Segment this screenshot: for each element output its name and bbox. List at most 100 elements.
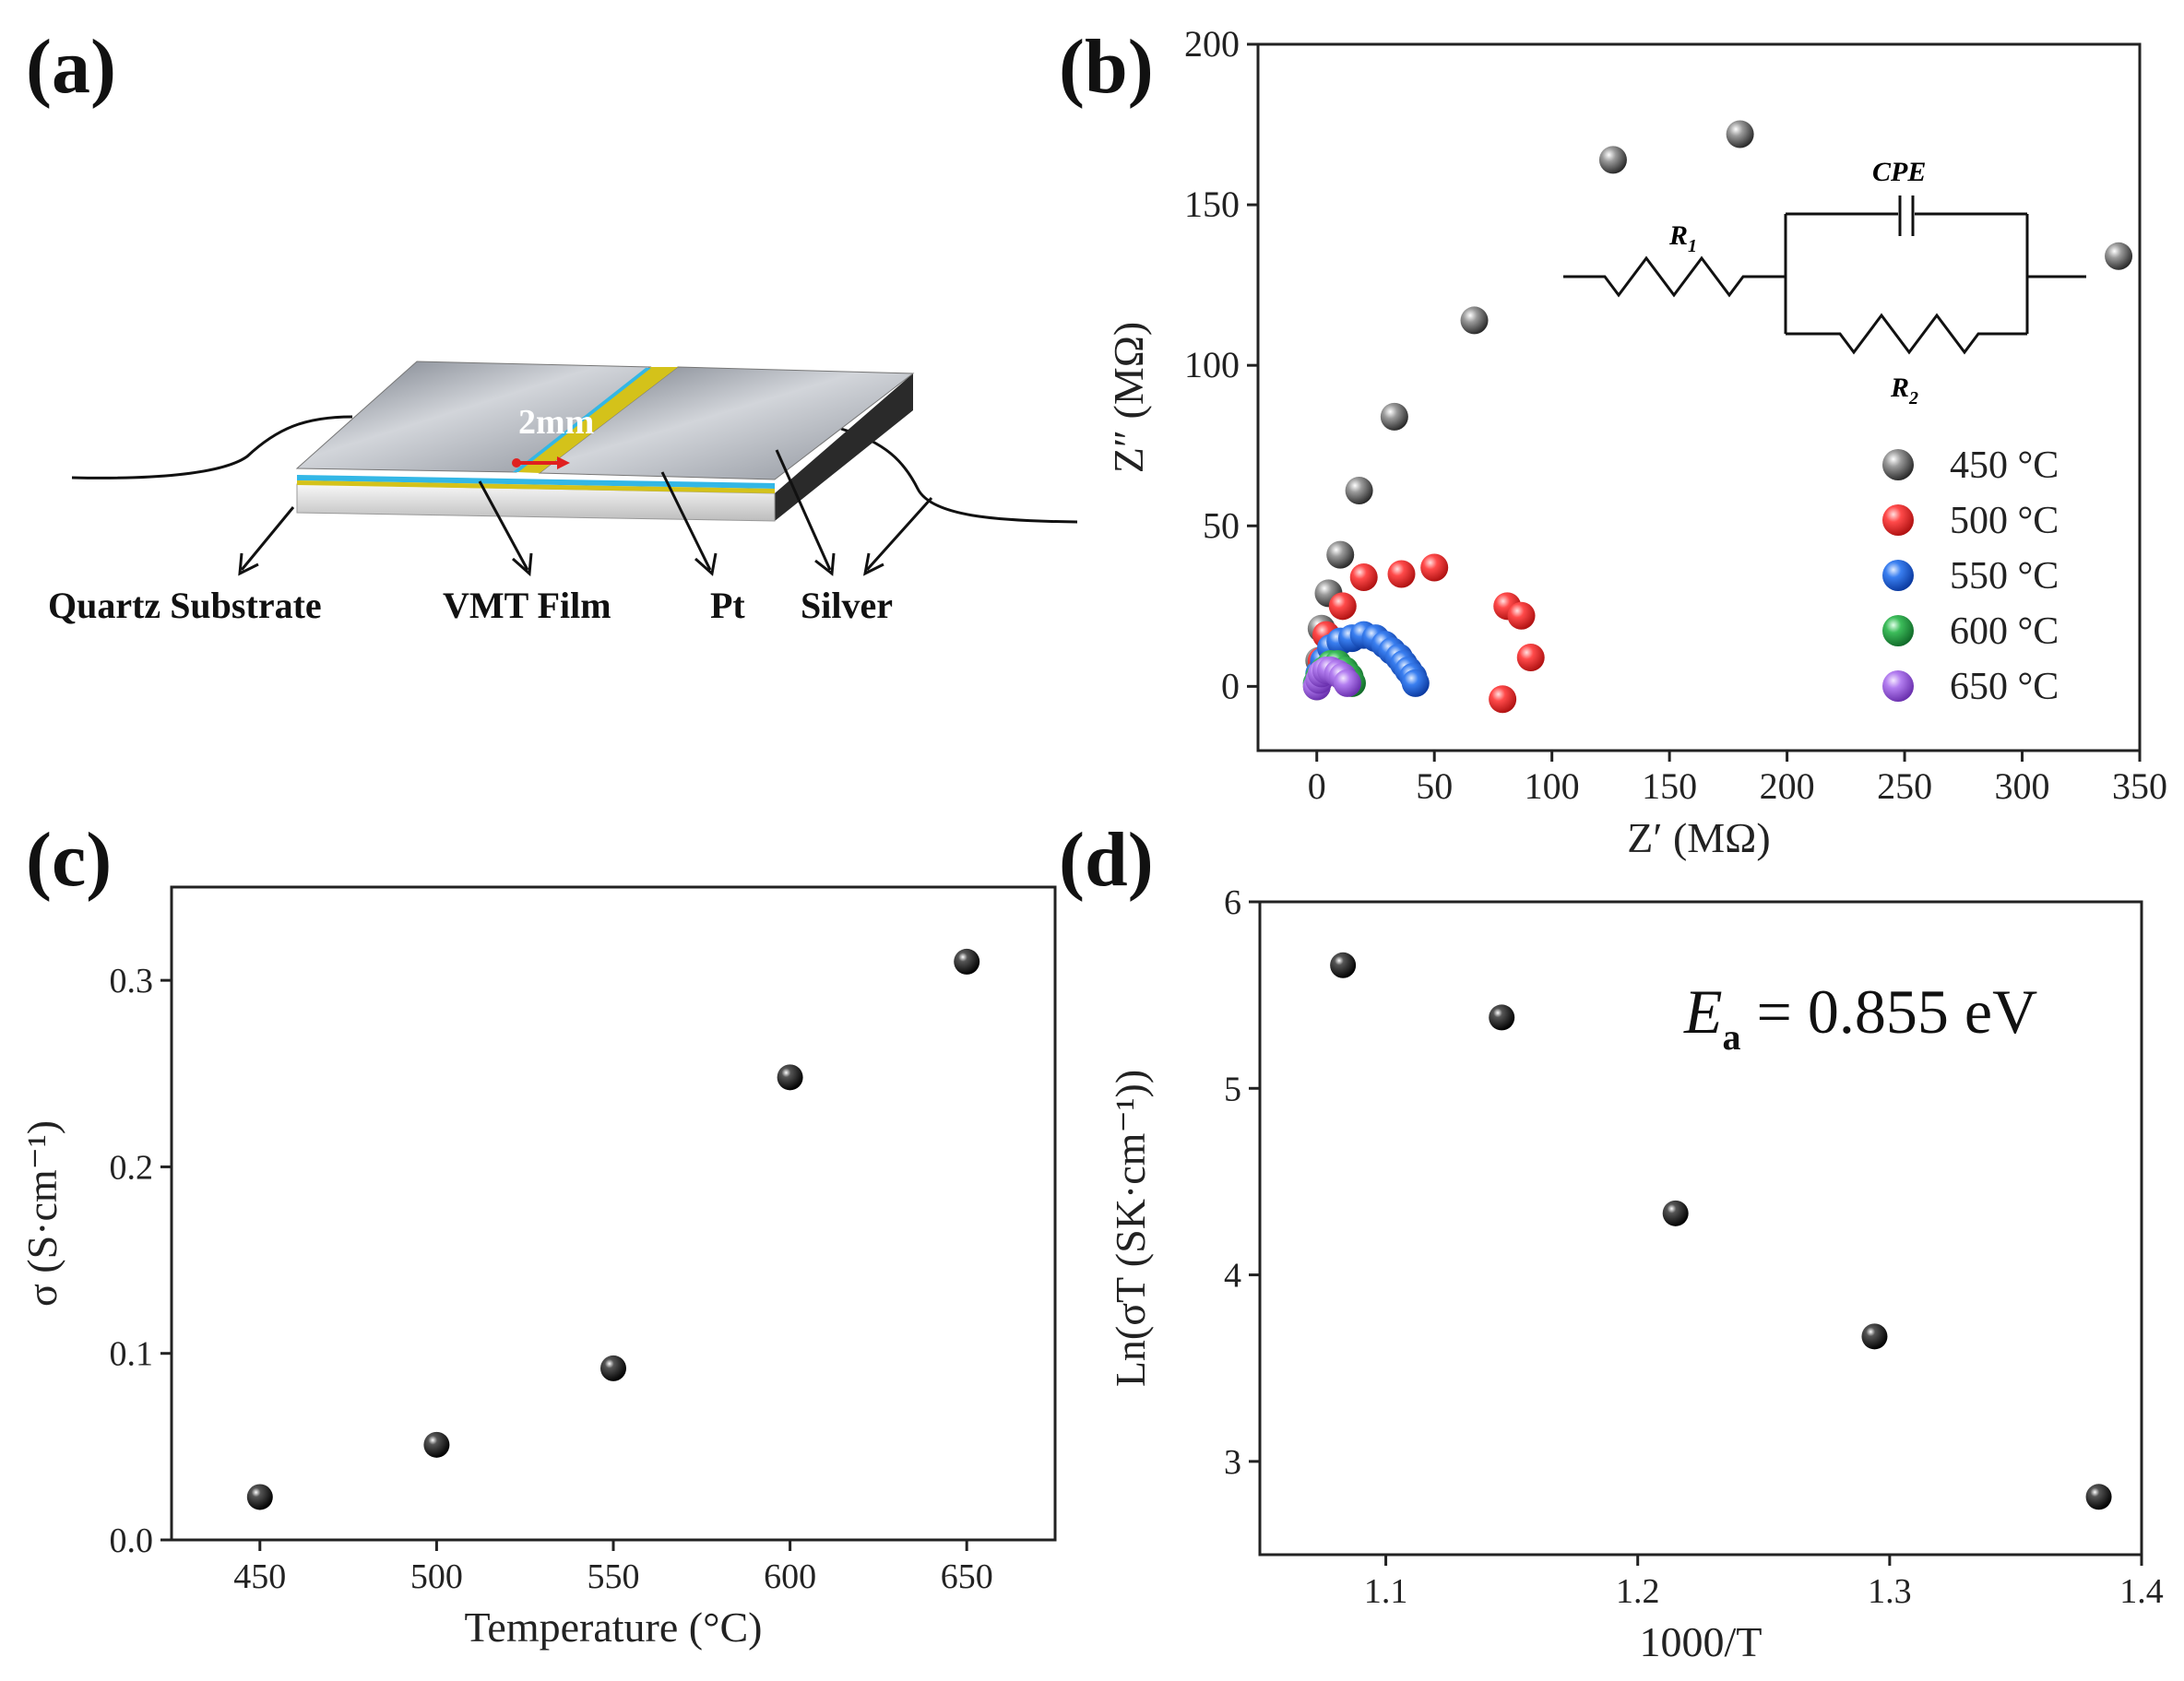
plot-frame-d [1258, 900, 2143, 1557]
x-tick-label-c: 450 [233, 1557, 286, 1596]
data-point-b-s1-p10 [1489, 685, 1517, 714]
pointer-arrows [238, 449, 933, 577]
data-point-b-s1-p5 [1387, 560, 1416, 588]
x-axis-label-c: Temperature (°C) [465, 1604, 763, 1651]
activation-energy-annotation: Ea = 0.855 eV [1683, 977, 2037, 1058]
y-tick-label-b: 200 [1184, 23, 1240, 65]
data-point-b-s0-p5 [1345, 476, 1373, 504]
data-point-b-s0-p8 [1598, 146, 1627, 174]
data-point-d-s0-p4 [2085, 1484, 2112, 1510]
x-tick-label-d: 1.3 [1868, 1572, 1912, 1611]
y-axis-label-c: σ (S·cm⁻¹) [18, 1120, 65, 1307]
y-tick-label-b: 100 [1184, 344, 1240, 385]
x-tick-label-d: 1.2 [1616, 1572, 1660, 1611]
x-tick-label-b: 350 [2112, 765, 2167, 807]
data-point-c-s0-p0 [246, 1484, 273, 1510]
data-point-b-s2-p14 [1401, 669, 1430, 697]
panel-label-d: (d) [1059, 817, 1154, 903]
chart-b: 0 50 100 150 200 250 300 350 0 50 100 150 200 Z′ (MΩ)… [1105, 23, 2167, 861]
y-tick-label-c: 0.3 [110, 962, 154, 1000]
device-side-face [775, 373, 913, 521]
label-vmt-film: VMT Film [443, 585, 611, 626]
y-tick-label-d: 6 [1224, 883, 1241, 922]
gap-arrowhead [557, 456, 570, 469]
data-point-b-s1-p3 [1328, 592, 1357, 621]
r1-resistor [1563, 255, 1786, 298]
x-tick-label-b: 250 [1877, 765, 1932, 807]
data-point-b-s1-p9 [1516, 644, 1545, 672]
x-tick-label-d: 1.4 [2119, 1572, 2164, 1611]
equivalent-circuit [1563, 195, 2086, 355]
right-wire [840, 427, 1078, 524]
x-tick-label-b: 50 [1416, 765, 1453, 807]
left-wire [71, 415, 353, 479]
y-tick-label-c: 0.1 [110, 1335, 154, 1374]
y-tick-label-b: 50 [1203, 504, 1240, 546]
y-axis-label-d: Ln(σT (SK·cm⁻¹)) [1107, 1070, 1154, 1387]
plot-frame-b [1256, 42, 2142, 752]
data-point-b-s0-p7 [1460, 306, 1489, 335]
r2-resistor [1786, 313, 2027, 355]
y-tick-label-c: 0.0 [110, 1521, 154, 1560]
x-tick-label-b: 0 [1308, 765, 1326, 807]
film-layer [297, 475, 775, 489]
y-tick-label-d: 4 [1224, 1257, 1241, 1296]
data-point-b-s1-p8 [1507, 601, 1536, 630]
y-tick-label-c: 0.2 [110, 1148, 154, 1187]
x-tick-label-c: 650 [941, 1557, 993, 1596]
data-point-b-s4-p7 [1333, 669, 1361, 697]
data-point-b-s0-p6 [1380, 402, 1408, 431]
y-tick-label-b: 0 [1221, 665, 1240, 706]
data-point-b-s0-p9 [1726, 120, 1754, 148]
legend-marker-3 [1882, 615, 1914, 646]
label-quartz-substrate: Quartz Substrate [48, 585, 322, 626]
panel-label-b: (b) [1059, 24, 1154, 110]
legend-marker-0 [1882, 449, 1914, 480]
x-tick-label-b: 100 [1525, 765, 1580, 807]
x-tick-label-b: 150 [1642, 765, 1697, 807]
data-point-c-s0-p2 [600, 1355, 626, 1381]
label-pt: Pt [710, 585, 745, 626]
device-diagram: 2mm Quartz Substrate VMT Film Pt Silver [48, 361, 1078, 626]
legend-marker-1 [1882, 504, 1914, 536]
x-tick-label-c: 500 [410, 1557, 463, 1596]
x-tick-label-d: 1.1 [1364, 1572, 1408, 1611]
legend-marker-4 [1882, 670, 1914, 702]
legend-label-0: 450 °C [1950, 444, 2059, 487]
legend-label-1: 500 °C [1950, 500, 2059, 542]
legend-label-3: 600 °C [1950, 610, 2059, 653]
plot-frame-c [170, 885, 1057, 1542]
data-point-c-s0-p1 [423, 1431, 450, 1458]
x-axis-label-d: 1000/T [1640, 1618, 1763, 1665]
r1-label: R1 [1668, 220, 1697, 256]
panel-label-a: (a) [26, 24, 116, 110]
x-axis-label-b: Z′ (MΩ) [1627, 814, 1770, 861]
data-point-c-s0-p4 [954, 948, 980, 975]
gap-arrow-tail [512, 458, 521, 468]
y-tick-label-b: 150 [1184, 183, 1240, 225]
legend-label-4: 650 °C [1950, 666, 2059, 708]
film-edge [513, 368, 651, 472]
data-point-b-s1-p6 [1420, 553, 1449, 582]
r2-label: R2 [1890, 373, 1918, 408]
panel-label-c: (c) [26, 817, 112, 903]
data-point-d-s0-p2 [1662, 1200, 1689, 1226]
data-point-b-s1-p4 [1349, 562, 1378, 591]
x-tick-label-c: 600 [764, 1557, 816, 1596]
y-axis-label-b: Z″ (MΩ) [1105, 322, 1152, 473]
y-tick-label-d: 5 [1224, 1070, 1241, 1108]
x-tick-label-b: 300 [1995, 765, 2050, 807]
data-point-c-s0-p3 [777, 1064, 803, 1091]
data-point-b-s0-p10 [2105, 242, 2133, 270]
data-point-d-s0-p1 [1489, 1004, 1515, 1031]
pt-layer [297, 480, 775, 493]
x-tick-label-c: 550 [588, 1557, 640, 1596]
data-point-d-s0-p0 [1330, 952, 1357, 978]
x-tick-label-b: 200 [1760, 765, 1815, 807]
legend-label-2: 550 °C [1950, 555, 2059, 598]
pt-gap [516, 367, 678, 473]
label-silver: Silver [801, 585, 893, 626]
y-tick-label-d: 3 [1224, 1443, 1241, 1482]
gap-label: 2mm [518, 403, 594, 442]
